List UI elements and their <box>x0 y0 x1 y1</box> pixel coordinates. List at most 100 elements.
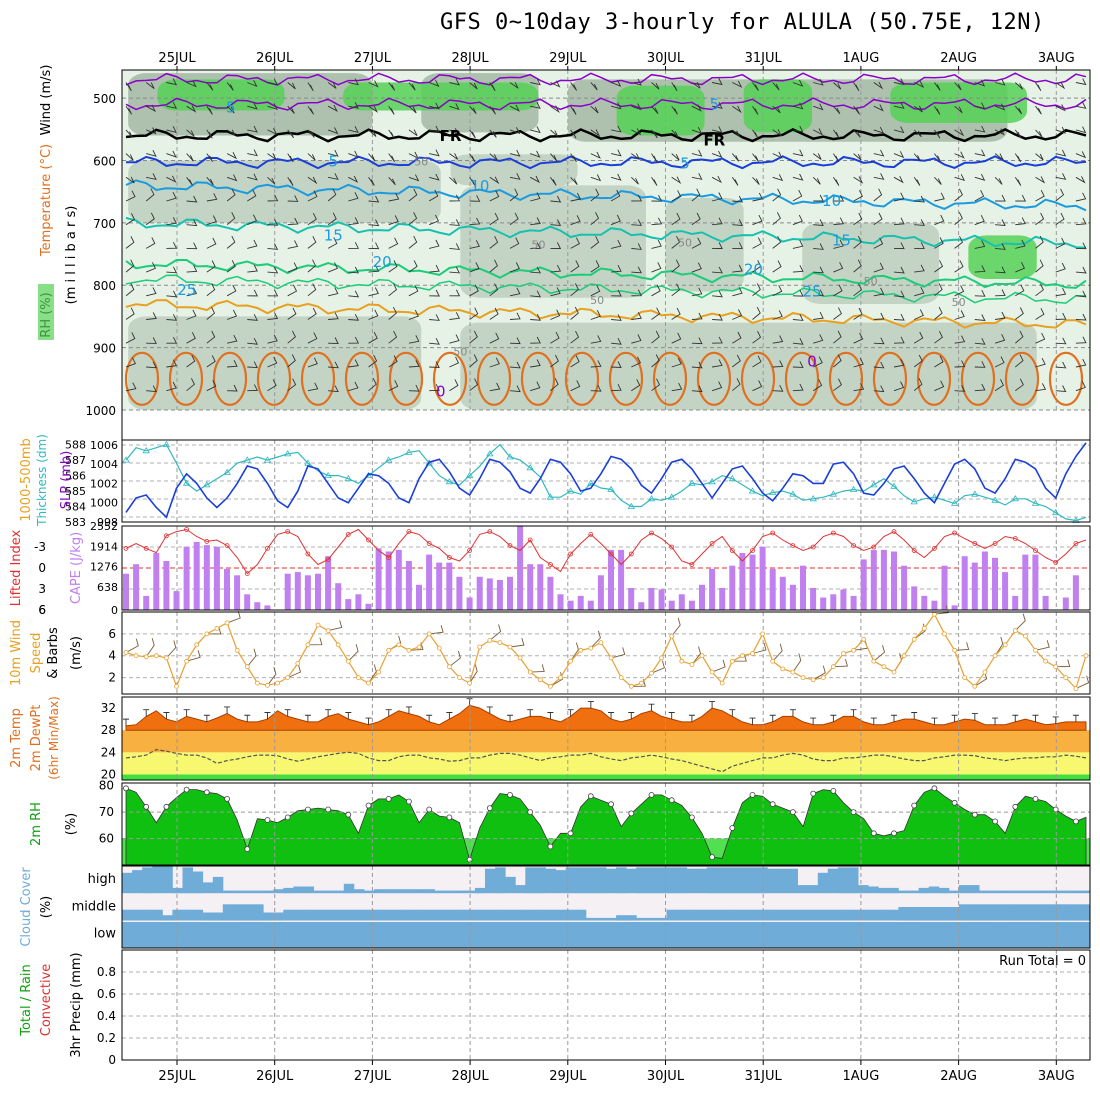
upper-wind-barb <box>449 312 460 320</box>
surface-isotherm-loop <box>344 351 380 406</box>
contour-label: 15 <box>832 231 851 249</box>
bottom-date-label: 27JUL <box>354 1069 392 1084</box>
upper-wind-barb <box>873 262 884 273</box>
upper-wind-barb <box>590 188 600 202</box>
wind-speed-point <box>649 670 654 676</box>
upper-wind-barb <box>509 149 521 157</box>
wind-speed-point <box>477 644 483 650</box>
surface-wind-barb <box>651 660 665 674</box>
upper-wind-barb <box>327 237 338 249</box>
upper-wind-barb <box>449 194 461 202</box>
upper-wind-barb <box>610 173 622 181</box>
cape-bar <box>405 561 412 610</box>
precip-convective-label: Convective <box>39 964 54 1037</box>
surface-isotherm-loop <box>256 351 292 406</box>
cloud-cover-cell <box>747 867 758 894</box>
upper-wind-barb <box>247 337 258 345</box>
wind-speed-point <box>709 669 715 675</box>
upper-wind-barb <box>651 378 661 392</box>
cloud-cover-cell <box>303 886 314 894</box>
upper-wind-barb <box>893 242 905 250</box>
upper-wind-barb <box>772 174 784 182</box>
cape-bar <box>597 575 604 610</box>
upper-wind-barb <box>671 382 683 392</box>
upper-wind-barb <box>994 153 1004 160</box>
cloud-cover-cell <box>727 922 738 948</box>
cloud-cover-cell <box>172 922 183 948</box>
upper-wind-barb <box>974 173 986 181</box>
wind-speed-point <box>588 645 594 651</box>
lifted-index-point <box>1073 541 1079 546</box>
wind-speed-point <box>1043 658 1048 664</box>
upper-wind-barb <box>125 357 137 368</box>
cloud-cover-cell <box>192 871 204 894</box>
cloud-cover-cell <box>273 912 284 921</box>
bottom-date-label: 30JUL <box>647 1069 685 1084</box>
cloud-cover-cell <box>232 904 244 921</box>
cloud-cover-cell <box>454 890 466 894</box>
upper-wind-barb <box>590 212 600 226</box>
cloud-cover-cell <box>606 922 617 948</box>
cloud-cover-cell <box>1049 922 1061 948</box>
cape-bar <box>234 575 241 610</box>
cloud-cover-cell <box>948 922 960 948</box>
cloud-cover-cell <box>827 922 839 948</box>
cloud-cover-cell <box>293 909 304 921</box>
wind-speed-point <box>1053 664 1059 670</box>
upper-wind-barb <box>307 129 315 138</box>
upper-wind-barb <box>913 153 921 162</box>
upper-wind-barb <box>449 266 461 274</box>
thickness-tick-label: 584 <box>65 501 86 514</box>
temperature-maxmin-whisker <box>911 712 918 720</box>
cloud-cover-cell <box>293 886 304 894</box>
upper-wind-barb <box>368 309 379 320</box>
upper-wind-barb <box>833 105 841 115</box>
upper-wind-barb <box>610 189 621 202</box>
upper-wind-barb <box>691 287 703 297</box>
top-date-label: 28JUL <box>452 51 490 66</box>
temperature-maxmin-whisker <box>325 709 332 717</box>
thickness-tick-label: 588 <box>65 439 86 452</box>
upper-wind-barb <box>186 129 195 137</box>
upper-wind-barb <box>328 361 339 369</box>
upper-wind-barb <box>509 127 521 135</box>
upper-wind-barb <box>1014 82 1024 90</box>
cloud-cover-cell <box>313 909 325 921</box>
cape-bar <box>547 576 554 610</box>
upper-wind-barb <box>530 290 541 298</box>
upper-wind-barb <box>530 126 541 134</box>
upper-wind-barb <box>125 105 133 115</box>
temperature-maxmin-whisker <box>931 717 938 725</box>
upper-wind-barb <box>186 195 198 203</box>
upper-wind-barb <box>1015 330 1024 344</box>
rh2m-point <box>1052 806 1059 813</box>
upper-wind-barb <box>368 242 380 250</box>
cloud-cover-cell <box>958 885 970 894</box>
upper-wind-barb <box>772 360 784 368</box>
upper-wind-barb <box>429 337 440 345</box>
upper-wind-barb <box>550 378 559 392</box>
upper-wind-barb <box>368 331 378 344</box>
cape-bar <box>456 576 463 610</box>
upper-wind-barb <box>186 242 198 250</box>
upper-wind-barb <box>1055 188 1065 202</box>
rh2m-tick-label: 60 <box>99 832 114 846</box>
upper-wind-barb <box>247 102 258 110</box>
upper-wind-barb <box>166 217 177 226</box>
wind-speed-point <box>659 655 664 661</box>
temperature-maxmin-whisker <box>1052 716 1059 724</box>
cape-bar <box>203 545 210 610</box>
upper-wind-barb <box>954 335 966 344</box>
upper-wind-barb <box>327 188 337 202</box>
cloud-cover-cell <box>414 909 425 921</box>
surface-isotherm-loop <box>168 351 204 406</box>
lifted-index-point <box>487 529 493 534</box>
upper-wind-barb <box>408 82 416 91</box>
wind-speed-point <box>841 651 846 656</box>
temperature-band <box>122 730 1090 753</box>
cloud-cover-cell <box>202 882 214 894</box>
contour-label: 50 <box>590 294 604 307</box>
upper-wind-barb <box>631 356 642 368</box>
upper-wind-barb <box>651 217 663 226</box>
contour-label: 20 <box>373 253 392 271</box>
